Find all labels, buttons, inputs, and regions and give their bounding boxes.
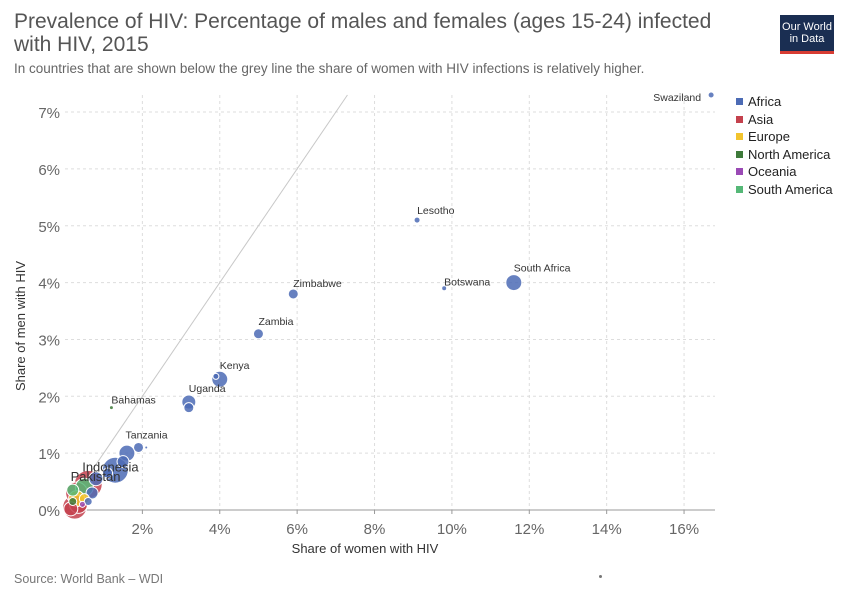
point-label: Tanzania — [126, 429, 168, 441]
y-tick-label: 6% — [38, 162, 60, 179]
point-label: Uganda — [189, 383, 226, 395]
legend-item-africa[interactable]: Africa — [736, 93, 833, 111]
legend-item-north-america[interactable]: North America — [736, 146, 833, 164]
y-axis-label: Share of men with HIV — [13, 261, 28, 391]
legend-label: South America — [748, 181, 833, 197]
legend-swatch — [736, 185, 743, 193]
point-label: Pakistan — [71, 469, 121, 484]
equal-share-line — [64, 94, 348, 511]
point-label: South Africa — [514, 263, 571, 275]
y-tick-label: 7% — [38, 105, 60, 122]
y-tick-label: 3% — [38, 332, 60, 349]
legend-swatch — [736, 115, 743, 123]
x-tick-label: 4% — [209, 521, 231, 538]
point-label: Lesotho — [417, 205, 455, 217]
legend-swatch — [736, 168, 743, 176]
point-label: Swaziland — [653, 92, 701, 104]
source-note: Source: World Bank – WDI — [14, 572, 164, 586]
data-point — [66, 483, 80, 497]
point-label: Zambia — [258, 316, 293, 328]
legend-label: Oceania — [748, 164, 797, 180]
data-point — [102, 467, 114, 479]
point-label: Bahamas — [111, 395, 155, 407]
legend-label: Europe — [748, 129, 790, 145]
y-tick-label: 0% — [38, 503, 60, 520]
logo-line-1: Our World — [782, 21, 832, 33]
data-point — [133, 441, 145, 453]
data-point — [144, 445, 149, 450]
x-tick-label: 2% — [132, 521, 154, 538]
data-point — [183, 402, 195, 414]
data-point — [78, 500, 86, 508]
data-point — [108, 405, 114, 411]
y-tick-label: 1% — [38, 446, 60, 463]
data-point — [212, 372, 220, 380]
data-point — [116, 455, 130, 469]
legend-swatch — [736, 150, 743, 158]
data-point — [68, 496, 78, 506]
legend-label: Asia — [748, 111, 774, 127]
legend-swatch — [736, 133, 743, 141]
legend-item-south-america[interactable]: South America — [736, 181, 833, 199]
x-tick-label: 14% — [592, 521, 622, 538]
x-tick-label: 10% — [437, 521, 467, 538]
legend: Africa Asia Europe North America Oceania Sout… — [736, 93, 833, 198]
chart-title: Prevalence of HIV: Percentage of males a… — [14, 10, 712, 56]
x-tick-label: 12% — [514, 521, 544, 538]
owid-logo[interactable]: Our World in Data — [780, 15, 834, 54]
decorative-dot — [599, 575, 602, 578]
data-point — [287, 288, 299, 300]
x-axis-label: Share of women with HIV — [292, 541, 439, 556]
legend-label: North America — [748, 146, 831, 162]
y-tick-label: 2% — [38, 389, 60, 406]
point-label: Botswana — [444, 276, 490, 288]
legend-label: Africa — [748, 94, 782, 110]
x-tick-label: 16% — [669, 521, 699, 538]
logo-line-2: in Data — [789, 33, 825, 45]
y-tick-label: 5% — [38, 219, 60, 236]
data-point — [505, 274, 523, 292]
y-tick-label: 4% — [38, 276, 60, 293]
point-label: Kenya — [220, 360, 250, 372]
point-label: Indonesia — [82, 459, 139, 474]
legend-item-oceania[interactable]: Oceania — [736, 163, 833, 181]
chart-subtitle: In countries that are shown below the gr… — [14, 61, 645, 76]
data-point — [88, 471, 104, 487]
data-point — [252, 328, 264, 340]
data-point — [707, 91, 715, 99]
data-point — [441, 285, 448, 292]
legend-swatch — [736, 98, 743, 106]
legend-item-europe[interactable]: Europe — [736, 128, 833, 146]
data-point — [413, 216, 421, 224]
point-label: Zimbabwe — [293, 278, 342, 290]
legend-item-asia[interactable]: Asia — [736, 111, 833, 129]
x-tick-label: 8% — [364, 521, 386, 538]
x-tick-label: 6% — [286, 521, 308, 538]
